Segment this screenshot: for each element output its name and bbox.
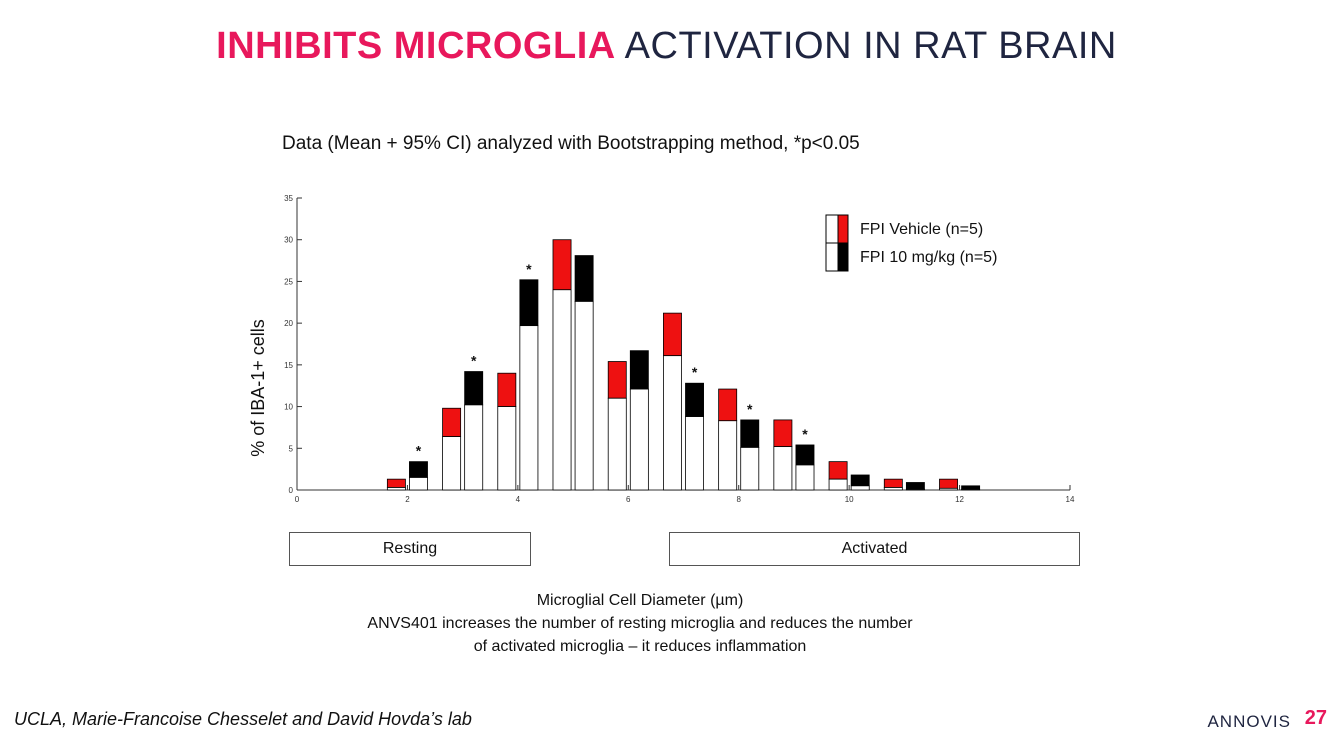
bar-mean-segment (409, 477, 428, 491)
title-highlight: INHIBITS MICROGLIA (216, 25, 616, 67)
y-tick-label: 0 (289, 486, 294, 495)
legend-swatch-mean (825, 242, 839, 272)
bar-ci-segment (629, 350, 649, 390)
bar-ci-segment (386, 478, 406, 488)
x-axis-caption: Microglial Cell Diameter (µm) (536, 592, 744, 609)
x-tick-label: 8 (736, 495, 741, 504)
bar-ci-segment (685, 382, 704, 417)
bar-ci-segment (961, 485, 981, 490)
bar-mean-segment (497, 406, 517, 491)
bar-ci-segment (442, 407, 462, 438)
significance-star: * (802, 426, 808, 442)
caption-line-3: of activated microglia – it reduces infl… (473, 638, 807, 655)
bar-mean-segment (442, 436, 462, 491)
significance-star: * (471, 353, 477, 369)
bar-mean-segment (663, 355, 682, 491)
bar-mean-segment (740, 447, 760, 491)
bar-mean-segment (718, 420, 738, 491)
bar-mean-segment (961, 488, 981, 491)
legend-swatch-mean (825, 214, 839, 244)
significance-star: * (416, 443, 422, 459)
page-number: 27 (1304, 707, 1327, 729)
bar-mean-segment (905, 488, 925, 491)
annovis-logo: ANNOVIS (1207, 712, 1291, 731)
bar-ci-segment (574, 255, 594, 302)
bar-ci-segment (905, 482, 925, 490)
significance-markers: * * * * * * (416, 261, 809, 459)
bar-ci-segment (464, 371, 484, 406)
legend-swatch-ci (837, 214, 849, 244)
bar-mean-segment (552, 289, 572, 491)
bar-mean-segment (607, 397, 627, 491)
bar-mean-segment (850, 485, 870, 491)
range-resting-box: Resting (289, 532, 531, 566)
bar-mean-segment (828, 478, 848, 491)
bar-mean-segment (939, 487, 958, 491)
bar-ci-segment (519, 279, 539, 327)
y-tick-label: 30 (284, 236, 293, 245)
y-tick-label: 20 (284, 319, 293, 328)
bar-mean-segment (773, 446, 793, 491)
x-tick-label: 4 (516, 495, 521, 504)
bar-ci-segment (663, 312, 682, 357)
bar-ci-segment (718, 388, 738, 422)
bar-mean-segment (386, 487, 406, 491)
x-tick-label: 10 (845, 495, 854, 504)
x-tick-label: 2 (405, 495, 410, 504)
legend-label: FPI Vehicle (n=5) (860, 221, 983, 238)
bar-mean-segment (464, 404, 484, 491)
bar-mean-segment (795, 464, 815, 491)
significance-star: * (747, 401, 753, 417)
bar-mean-segment (629, 388, 649, 491)
range-activated-box: Activated (669, 532, 1080, 566)
bar-ci-segment (552, 239, 572, 291)
y-tick-label: 25 (284, 277, 293, 286)
x-tick-label: 0 (295, 495, 300, 504)
bar-mean-segment (883, 487, 903, 491)
bar-ci-segment (409, 461, 428, 478)
bar-ci-segment (850, 474, 870, 487)
legend-label: FPI 10 mg/kg (n=5) (860, 249, 997, 266)
bar-ci-segment (773, 419, 793, 448)
significance-star: * (526, 261, 532, 277)
y-tick-label: 5 (289, 444, 294, 453)
bar-ci-segment (939, 478, 958, 489)
y-tick-label: 10 (284, 403, 293, 412)
caption-line-2: ANVS401 increases the number of resting … (367, 615, 913, 632)
x-tick-label: 14 (1066, 495, 1075, 504)
chart-legend: FPI Vehicle (n=5) FPI 10 mg/kg (n=5) (825, 214, 997, 272)
legend-swatch-ci (837, 242, 849, 272)
bar-mean-segment (685, 416, 704, 491)
y-tick-label: 15 (284, 361, 293, 370)
significance-star: * (692, 364, 698, 380)
bar-ci-segment (497, 372, 517, 407)
slide-title: INHIBITS MICROGLIA ACTIVATION IN RAT BRA… (0, 22, 1333, 70)
bar-ci-segment (795, 444, 815, 466)
title-rest: ACTIVATION IN RAT BRAIN (615, 25, 1117, 67)
chart-subtitle: Data (Mean + 95% CI) analyzed with Boots… (282, 133, 860, 154)
x-tick-label: 6 (626, 495, 631, 504)
chart-bars (386, 239, 981, 491)
bar-mean-segment (574, 301, 594, 491)
y-axis-label: % of IBA-1+ cells (248, 319, 268, 457)
y-tick-label: 35 (284, 194, 293, 203)
bar-mean-segment (519, 325, 539, 491)
bar-ci-segment (740, 419, 760, 448)
bar-ci-segment (883, 478, 903, 488)
bar-ci-segment (828, 461, 848, 480)
bar-chart: 0 2 4 6 8 10 12 14 0 5 10 15 20 25 30 35 * * * * * * FPI Veh… (248, 194, 1075, 504)
bar-ci-segment (607, 361, 627, 399)
lab-credit: UCLA, Marie-Francoise Chesselet and Davi… (14, 709, 472, 729)
x-tick-label: 12 (955, 495, 964, 504)
